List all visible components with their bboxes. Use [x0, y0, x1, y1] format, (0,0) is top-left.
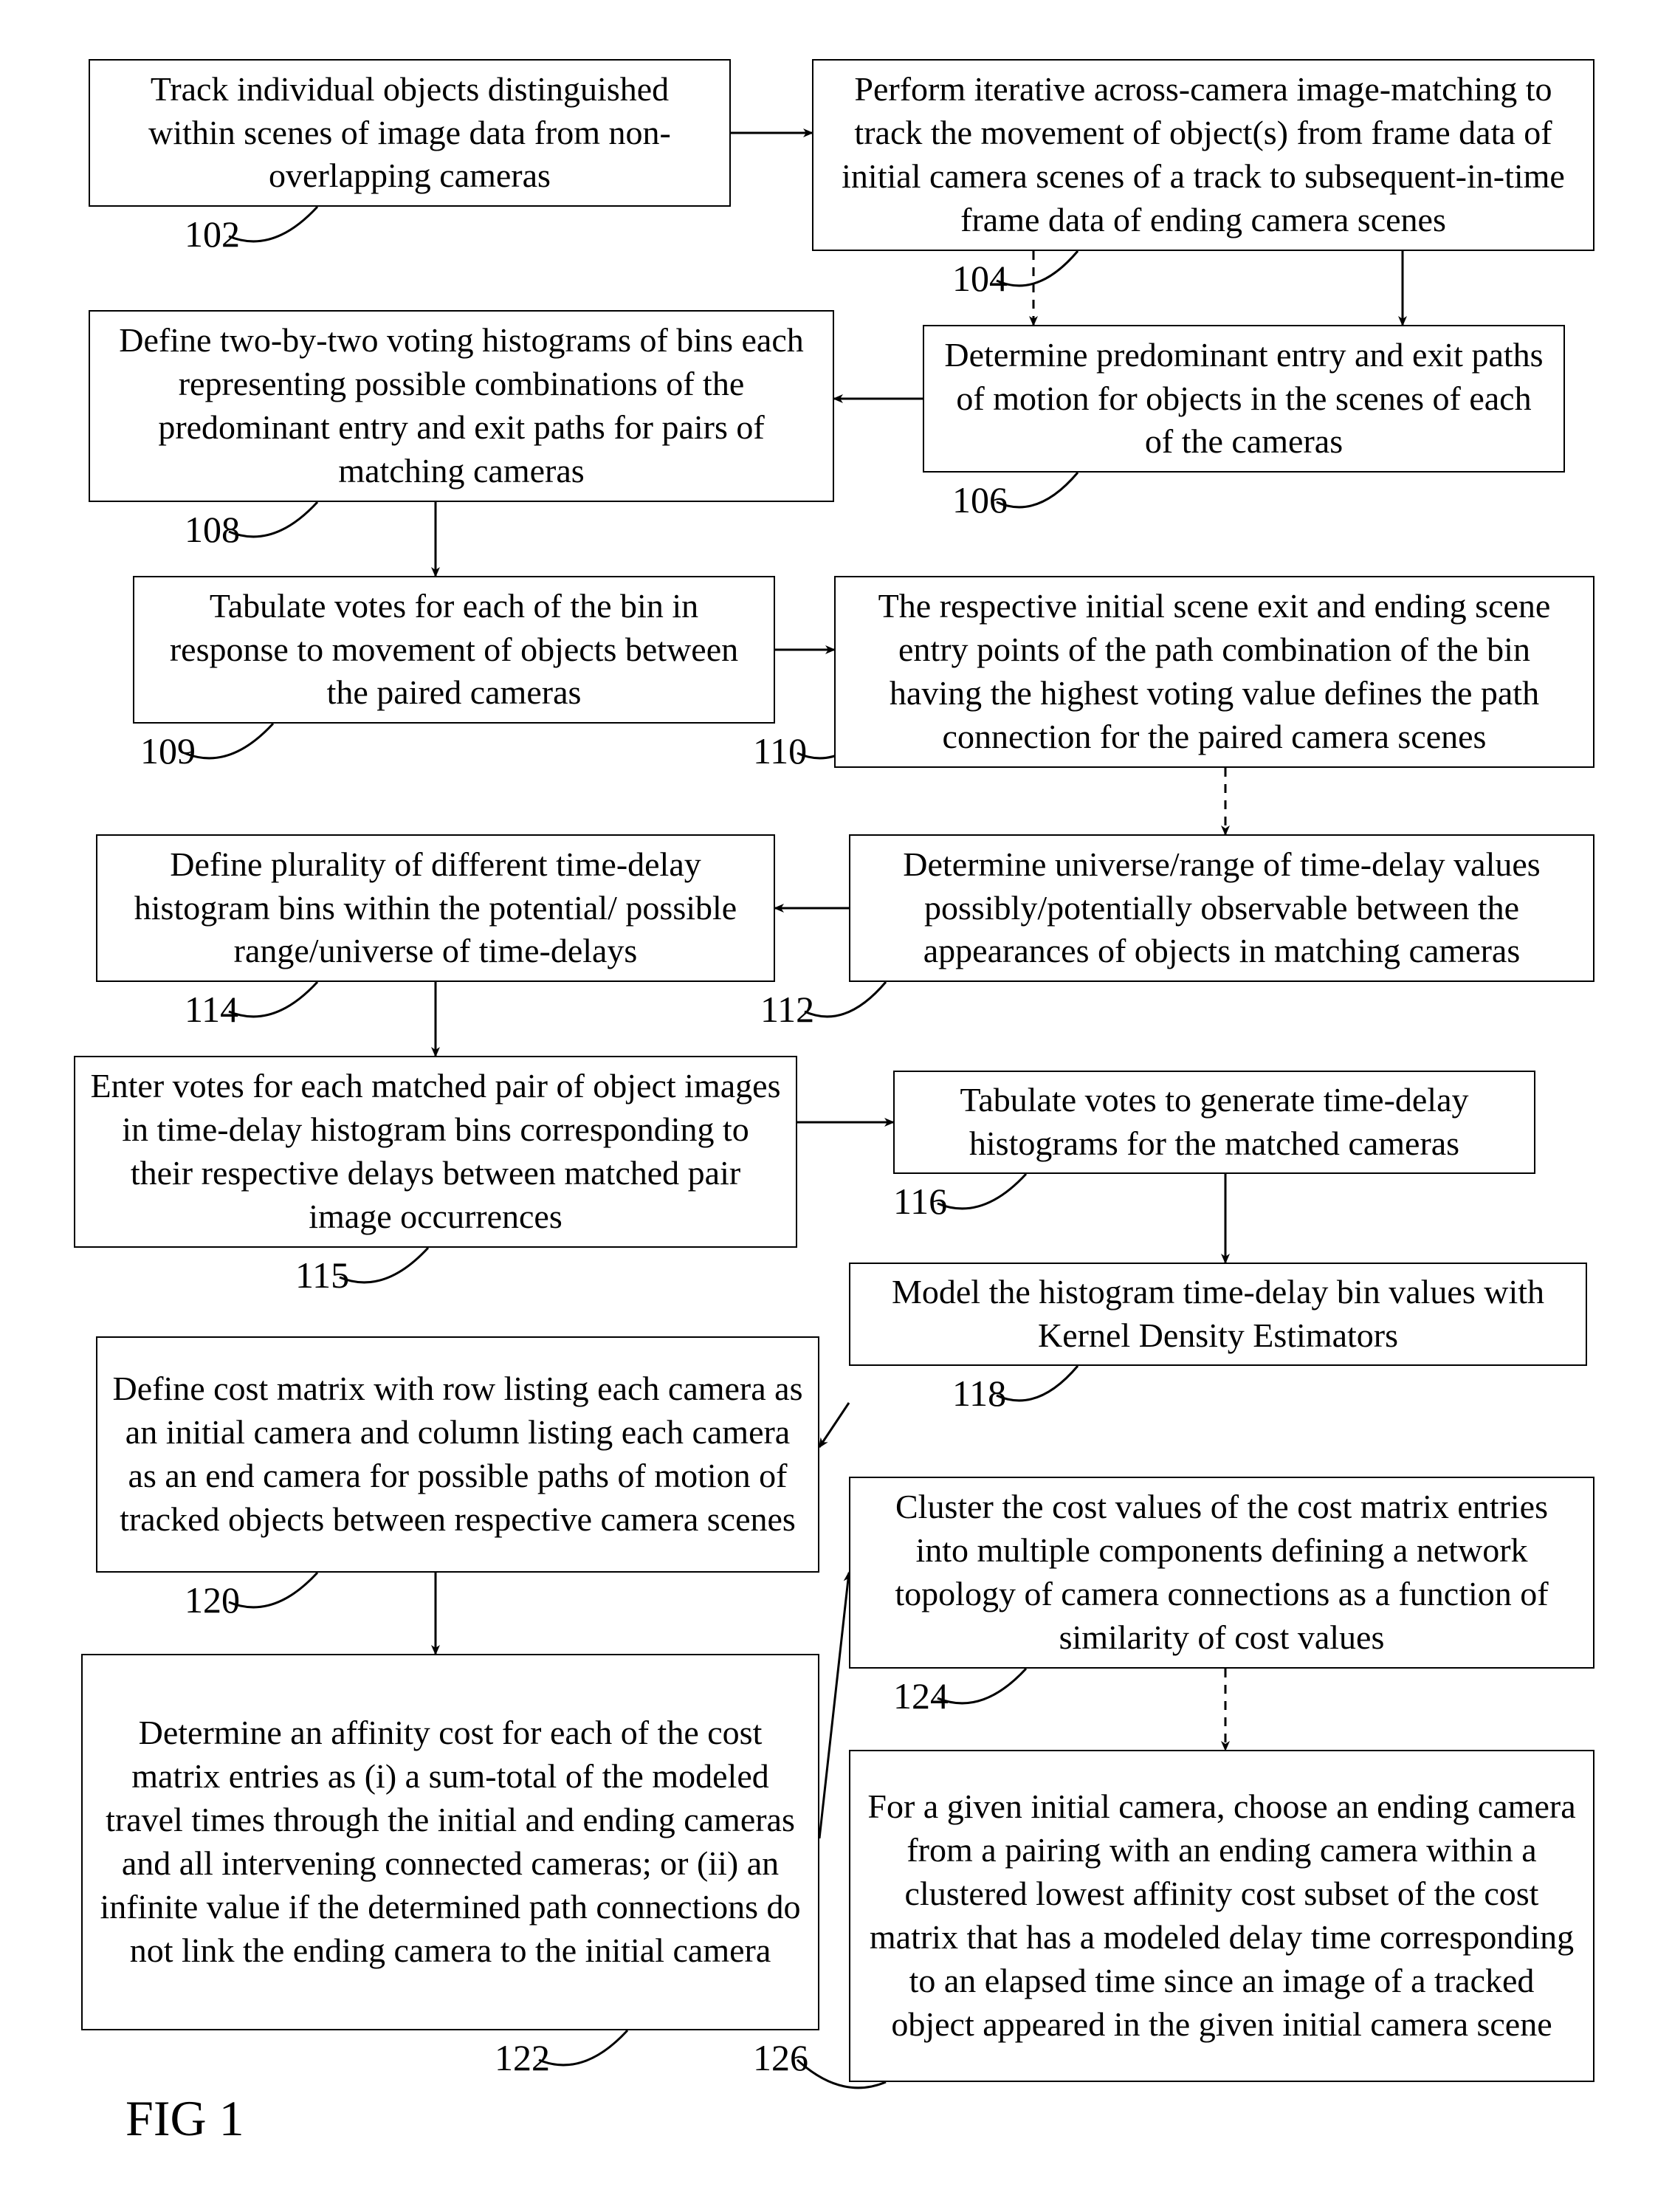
flow-node-122: Determine an affinity cost for each of t…: [81, 1654, 819, 2030]
flow-node-text: Determine universe/range of time-delay v…: [865, 843, 1578, 974]
flow-node-text: Determine an affinity cost for each of t…: [97, 1711, 803, 1972]
callout-106: [997, 473, 1078, 507]
ref-label-126: 126: [753, 2036, 808, 2079]
flow-node-text: Define cost matrix with row listing each…: [112, 1367, 803, 1542]
flow-node-text: Determine predominant entry and exit pat…: [939, 334, 1549, 464]
flow-node-text: Track individual objects distinguished w…: [105, 68, 715, 199]
callout-102: [229, 207, 317, 241]
flow-node-104: Perform iterative across-camera image-ma…: [812, 59, 1594, 251]
flow-node-text: Model the histogram time-delay bin value…: [865, 1271, 1571, 1358]
flow-node-102: Track individual objects distinguished w…: [89, 59, 731, 207]
ref-label-109: 109: [140, 729, 196, 772]
flow-node-109: Tabulate votes for each of the bin in re…: [133, 576, 775, 724]
ref-label-108: 108: [185, 508, 240, 551]
ref-label-115: 115: [295, 1254, 349, 1296]
edge-11: [819, 1403, 849, 1447]
flow-node-text: The respective initial scene exit and en…: [850, 585, 1578, 759]
flow-node-114: Define plurality of different time-delay…: [96, 834, 775, 982]
callout-120: [229, 1573, 317, 1607]
flow-node-text: Tabulate votes to generate time-delay hi…: [909, 1079, 1519, 1166]
ref-label-106: 106: [952, 478, 1008, 521]
flow-node-text: Perform iterative across-camera image-ma…: [828, 68, 1578, 242]
flow-node-text: Define plurality of different time-delay…: [112, 843, 759, 974]
flow-node-text: Enter votes for each matched pair of obj…: [90, 1065, 781, 1239]
callout-118: [997, 1366, 1078, 1401]
ref-label-104: 104: [952, 257, 1008, 300]
flowchart-canvas: Track individual objects distinguished w…: [0, 0, 1672, 2212]
edge-13: [819, 1573, 849, 1838]
flow-node-124: Cluster the cost values of the cost matr…: [849, 1477, 1594, 1669]
figure-label: FIG 1: [125, 2089, 244, 2148]
callout-104: [997, 251, 1078, 286]
flow-node-126: For a given initial camera, choose an en…: [849, 1750, 1594, 2082]
ref-label-112: 112: [760, 988, 814, 1031]
ref-label-116: 116: [893, 1180, 947, 1223]
callout-122: [539, 2030, 627, 2065]
flow-node-120: Define cost matrix with row listing each…: [96, 1336, 819, 1573]
ref-label-120: 120: [185, 1579, 240, 1621]
callout-114: [229, 982, 317, 1017]
flow-node-110: The respective initial scene exit and en…: [834, 576, 1594, 768]
callout-109: [185, 724, 273, 758]
callout-115: [340, 1248, 428, 1282]
ref-label-124: 124: [893, 1675, 949, 1717]
ref-label-122: 122: [495, 2036, 550, 2079]
ref-label-102: 102: [185, 213, 240, 255]
flow-node-text: For a given initial camera, choose an en…: [865, 1785, 1578, 2046]
flow-node-112: Determine universe/range of time-delay v…: [849, 834, 1594, 982]
ref-label-110: 110: [753, 729, 807, 772]
flow-node-text: Define two-by-two voting histograms of b…: [105, 319, 818, 493]
callout-112: [805, 982, 886, 1017]
flow-node-text: Tabulate votes for each of the bin in re…: [149, 585, 759, 715]
flow-node-106: Determine predominant entry and exit pat…: [923, 325, 1565, 473]
flow-node-text: Cluster the cost values of the cost matr…: [865, 1485, 1578, 1660]
ref-label-114: 114: [185, 988, 238, 1031]
flow-node-108: Define two-by-two voting histograms of b…: [89, 310, 834, 502]
flow-node-118: Model the histogram time-delay bin value…: [849, 1263, 1587, 1366]
flow-node-116: Tabulate votes to generate time-delay hi…: [893, 1071, 1535, 1174]
callout-124: [938, 1669, 1026, 1703]
callout-108: [229, 502, 317, 537]
ref-label-118: 118: [952, 1372, 1006, 1415]
flow-node-115: Enter votes for each matched pair of obj…: [74, 1056, 797, 1248]
callout-116: [938, 1174, 1026, 1209]
